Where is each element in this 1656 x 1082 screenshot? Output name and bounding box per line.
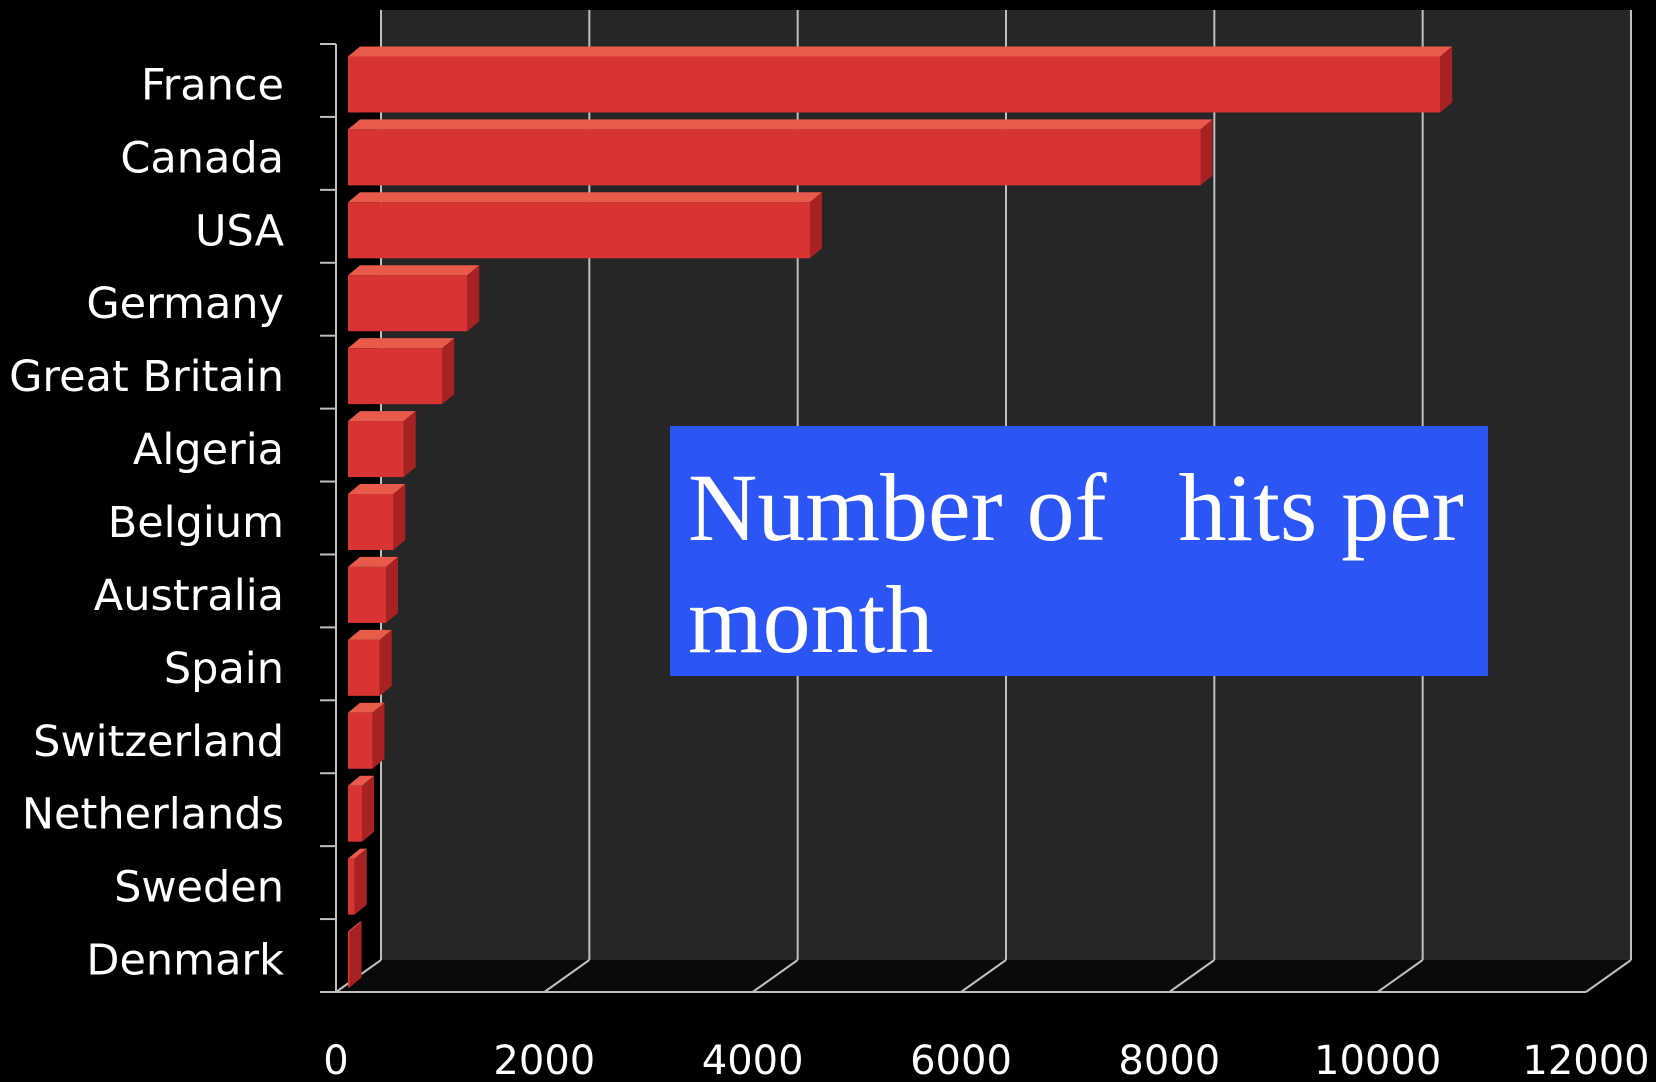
- bar-side: [362, 775, 375, 842]
- category-label: Australia: [94, 571, 284, 621]
- bar: [348, 338, 455, 405]
- axes: [320, 43, 1586, 993]
- bar-front: [348, 566, 386, 623]
- bar-front: [348, 639, 380, 696]
- category-label: Sweden: [114, 863, 284, 913]
- bar-side: [442, 338, 455, 405]
- bar: [348, 556, 398, 623]
- bar-front: [348, 785, 363, 842]
- bar-side: [393, 484, 406, 550]
- x-tick-label: 8000: [1118, 1038, 1220, 1082]
- bar-top: [348, 192, 822, 203]
- gridline-floor: [752, 959, 799, 993]
- bar: [348, 629, 392, 696]
- bar-front: [348, 275, 468, 332]
- bar-top: [348, 411, 416, 422]
- bar-top: [348, 848, 367, 859]
- gridline-floor: [1377, 959, 1424, 993]
- bar-side: [379, 629, 392, 696]
- bar-front: [348, 421, 404, 478]
- bar-front: [348, 712, 373, 769]
- bar-top: [348, 921, 362, 932]
- category-label: Great Britain: [9, 352, 284, 402]
- bar: [348, 411, 416, 478]
- bar-side: [809, 192, 822, 259]
- bar: [348, 484, 406, 550]
- gridline-floor: [1168, 959, 1215, 993]
- bar: [348, 702, 385, 769]
- bar: [348, 848, 367, 915]
- x-tick-label: 0: [323, 1038, 348, 1082]
- category-label: Algeria: [133, 425, 284, 475]
- bar-front: [348, 858, 355, 915]
- bar: [348, 921, 362, 988]
- bar-top: [348, 265, 480, 276]
- bar-front: [348, 202, 810, 259]
- bar-top: [348, 46, 1453, 57]
- x-tick-label: 2000: [493, 1038, 595, 1082]
- bar-side: [372, 702, 385, 769]
- bar-side: [1440, 46, 1453, 113]
- x-tick-labels: 0 2000 4000 6000 8000 10000 12000: [323, 1038, 1649, 1082]
- bar: [348, 192, 822, 259]
- category-label: Canada: [120, 133, 284, 183]
- bars: [348, 46, 1453, 988]
- bar-top: [348, 556, 398, 567]
- category-label: Belgium: [108, 498, 284, 548]
- bar-top: [348, 338, 455, 349]
- gridline-floor: [960, 959, 1007, 993]
- bar: [348, 265, 480, 332]
- bar-side: [386, 556, 398, 623]
- bar-front: [348, 56, 1441, 113]
- bar-side: [467, 265, 480, 332]
- chart-title: Number of hits per month: [670, 426, 1488, 676]
- bar-top: [348, 702, 385, 713]
- bar-front: [348, 129, 1201, 186]
- gridline-floor: [543, 959, 590, 993]
- x-tick-label: 12000: [1522, 1038, 1649, 1082]
- x-tick-label: 6000: [910, 1038, 1012, 1082]
- category-label: Netherlands: [22, 790, 284, 840]
- bar-front: [348, 931, 350, 988]
- bar-top: [348, 484, 406, 494]
- category-label: Germany: [86, 279, 284, 329]
- bar-side: [1200, 119, 1213, 186]
- bar: [348, 46, 1453, 113]
- category-labels: France Canada USA Germany Great Britain Alger…: [9, 60, 285, 985]
- bar-top: [348, 119, 1213, 130]
- bar-side: [349, 921, 362, 988]
- category-label: USA: [195, 206, 285, 256]
- category-label: France: [141, 60, 284, 110]
- category-label: Spain: [164, 644, 284, 694]
- bar: [348, 119, 1213, 186]
- category-label: Switzerland: [33, 717, 284, 767]
- bar-side: [403, 411, 416, 478]
- gridline-floor: [1585, 959, 1632, 993]
- bar: [348, 775, 375, 842]
- bar-side: [354, 848, 367, 915]
- bar-front: [348, 348, 443, 405]
- bar-top: [348, 775, 375, 786]
- bar-top: [348, 629, 392, 640]
- x-tick-label: 10000: [1314, 1038, 1441, 1082]
- x-tick-label: 4000: [702, 1038, 804, 1082]
- bar-front: [348, 494, 394, 550]
- category-label: Denmark: [86, 936, 284, 986]
